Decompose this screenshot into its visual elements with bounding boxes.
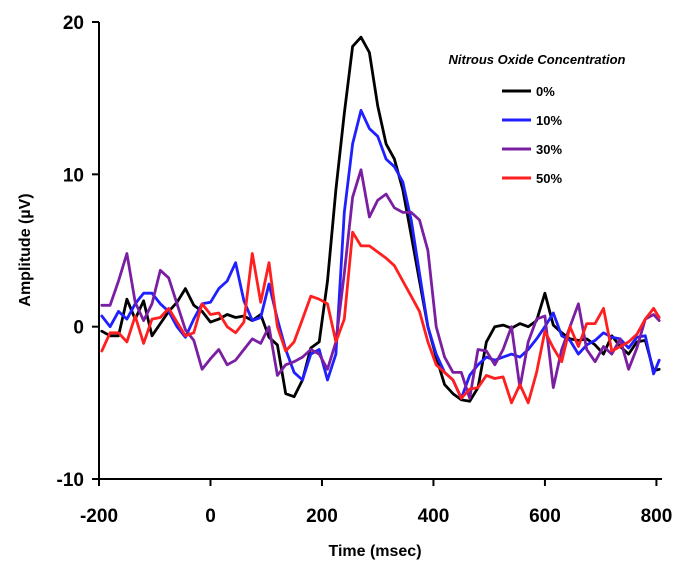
legend-title: Nitrous Oxide Concentration	[449, 52, 626, 67]
x-tick-label: -200	[80, 506, 118, 527]
legend-label: 0%	[536, 84, 555, 99]
x-axis-title: Time (msec)	[328, 543, 421, 560]
ticks	[92, 21, 658, 486]
series-line-2	[100, 168, 661, 400]
tick-labels: -200 0 200 400 600 800 -10 0 10 20	[57, 13, 673, 527]
y-axis-title: Amplitude (µV)	[17, 193, 34, 306]
plot-series	[100, 35, 661, 405]
legend-label: 30%	[536, 142, 562, 157]
series-line-3	[100, 230, 661, 405]
y-tick-label: 10	[63, 165, 84, 186]
series-line-0	[100, 35, 661, 403]
series-line-1	[100, 109, 661, 400]
legend-items: 0% 10% 30% 50%	[502, 84, 562, 186]
y-tick-label: 0	[73, 318, 84, 339]
x-tick-label: 800	[641, 506, 673, 527]
axes	[98, 22, 662, 480]
x-tick-label: 0	[205, 506, 216, 527]
y-tick-label: 20	[63, 13, 84, 34]
x-tick-label: 400	[418, 506, 450, 527]
x-tick-label: 200	[306, 506, 338, 527]
y-tick-label: -10	[57, 470, 84, 491]
legend-label: 50%	[536, 171, 562, 186]
legend: Nitrous Oxide Concentration 0% 10% 30% 50%	[449, 52, 626, 186]
x-tick-label: 600	[529, 506, 561, 527]
legend-label: 10%	[536, 113, 562, 128]
